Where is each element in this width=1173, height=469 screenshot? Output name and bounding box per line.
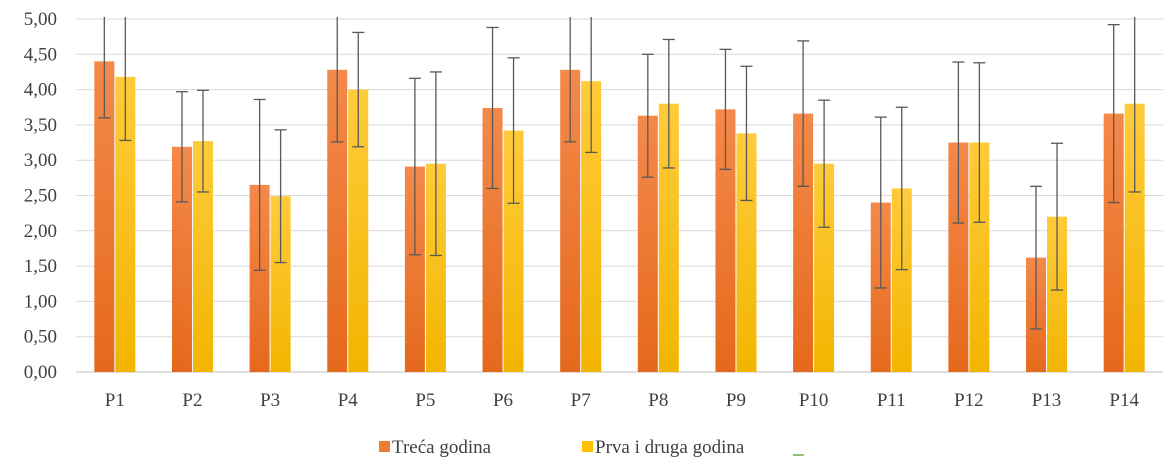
error-bar-series2-P9 xyxy=(740,65,753,202)
bar-series2-P10 xyxy=(814,163,835,372)
error-bar-series2-P10 xyxy=(818,99,831,228)
y-tick-label: 2,50 xyxy=(24,186,57,207)
x-tick-label: P5 xyxy=(415,390,435,411)
error-bar-series1-P13 xyxy=(1030,185,1043,330)
error-bar-series2-P1 xyxy=(119,17,132,142)
x-tick-label: P6 xyxy=(493,390,513,411)
bar-series2-P14 xyxy=(1124,103,1145,372)
error-bar-series1-P3 xyxy=(253,98,266,271)
error-bar-series1-P6 xyxy=(486,26,499,190)
error-bar-series2-P3 xyxy=(274,129,287,264)
x-tick-label: P12 xyxy=(954,390,984,411)
error-bar-series1-P5 xyxy=(408,77,421,256)
y-tick-label: 5,00 xyxy=(24,9,57,30)
error-bar-series2-P7 xyxy=(585,17,598,154)
bar-series2-P3 xyxy=(270,196,291,372)
bar-series2-P5 xyxy=(425,163,446,372)
x-tick-label: P14 xyxy=(1109,390,1139,411)
error-bar-series2-P8 xyxy=(662,38,675,169)
bar-series1-P3 xyxy=(249,184,270,372)
bar-series1-P12 xyxy=(948,142,969,372)
error-bar-series2-P11 xyxy=(895,106,908,271)
error-bar-series1-P4 xyxy=(331,17,344,143)
bar-series2-P11 xyxy=(891,188,912,372)
bar-series2-P2 xyxy=(192,141,213,372)
x-tick-label: P7 xyxy=(571,390,591,411)
y-tick-label: 3,50 xyxy=(24,115,57,136)
x-tick-label: P1 xyxy=(105,390,125,411)
x-tick-label: P8 xyxy=(648,390,668,411)
bars xyxy=(94,61,1145,373)
bar-series2-P8 xyxy=(658,103,679,372)
error-bar-series1-P2 xyxy=(175,91,188,203)
x-tick-label: P4 xyxy=(338,390,359,411)
x-tick-label: P10 xyxy=(799,390,829,411)
gridlines xyxy=(76,18,1163,373)
y-tick-label: 1,50 xyxy=(24,256,57,277)
y-tick-label: 0,50 xyxy=(24,327,57,348)
legend-label-series1: Treća godina xyxy=(392,437,492,458)
legend-swatch-series2 xyxy=(582,441,593,452)
bar-series2-P4 xyxy=(348,89,369,372)
legend-swatch-series1 xyxy=(379,441,390,452)
y-axis: 0,00 0,50 1,00 1,50 2,00 2,50 3,00 3,50 4,00 4,50… xyxy=(24,9,57,383)
x-tick-label: P3 xyxy=(260,390,280,411)
error-bar-series1-P14 xyxy=(1107,23,1120,204)
error-bar-series2-P4 xyxy=(352,31,365,148)
bar-series1-P2 xyxy=(171,146,192,372)
x-tick-label: P2 xyxy=(182,390,202,411)
error-bar-series2-P2 xyxy=(196,89,209,193)
bar-series1-P14 xyxy=(1103,113,1124,372)
x-tick-label: P11 xyxy=(877,390,906,411)
error-bar-series1-P11 xyxy=(874,116,887,289)
bar-series2-P1 xyxy=(115,76,136,372)
x-tick-label: P13 xyxy=(1032,390,1062,411)
error-bar-series1-P9 xyxy=(719,48,732,171)
y-tick-label: 4,50 xyxy=(24,44,57,65)
y-tick-label: 0,00 xyxy=(24,362,57,383)
bar-series2-P12 xyxy=(969,142,990,372)
bar-series1-P5 xyxy=(404,166,425,372)
bar-series1-P10 xyxy=(793,113,814,372)
error-bar-series1-P7 xyxy=(564,17,577,143)
error-bar-series2-P12 xyxy=(973,62,986,223)
bar-series1-P1 xyxy=(94,61,115,373)
bar-series1-P7 xyxy=(560,69,581,372)
bar-series1-P6 xyxy=(482,107,503,373)
bar-series2-P9 xyxy=(736,133,757,372)
error-bar-series1-P8 xyxy=(641,53,654,178)
bar-series1-P8 xyxy=(637,115,658,373)
error-bar-series1-P12 xyxy=(952,61,965,224)
y-tick-label: 3,00 xyxy=(24,150,57,171)
legend: Treća godina Prva i druga godina xyxy=(379,437,804,458)
bar-series2-P7 xyxy=(581,81,602,373)
x-axis: P1 P2 P3 P4 P5 P6 P7 P8 P9 P10 P11 P12 P13 P14 xyxy=(105,390,1140,411)
y-tick-label: 4,00 xyxy=(24,80,57,101)
y-tick-label: 1,00 xyxy=(24,291,57,312)
error-bar-series2-P13 xyxy=(1051,142,1064,291)
legend-label-series2: Prva i druga godina xyxy=(595,437,745,458)
x-tick-label: P9 xyxy=(726,390,746,411)
y-tick-label: 2,00 xyxy=(24,221,57,242)
error-bar-series1-P10 xyxy=(797,40,810,187)
bar-series1-P4 xyxy=(327,69,348,372)
bar-series2-P6 xyxy=(503,130,524,372)
error-bars xyxy=(98,17,1141,330)
error-bar-series1-P1 xyxy=(98,17,111,119)
error-bar-series2-P5 xyxy=(429,71,442,257)
error-bar-series2-P14 xyxy=(1128,17,1141,193)
error-bar-series2-P6 xyxy=(507,57,520,204)
bar-series2-P13 xyxy=(1047,216,1068,372)
bar-series1-P9 xyxy=(715,109,736,373)
